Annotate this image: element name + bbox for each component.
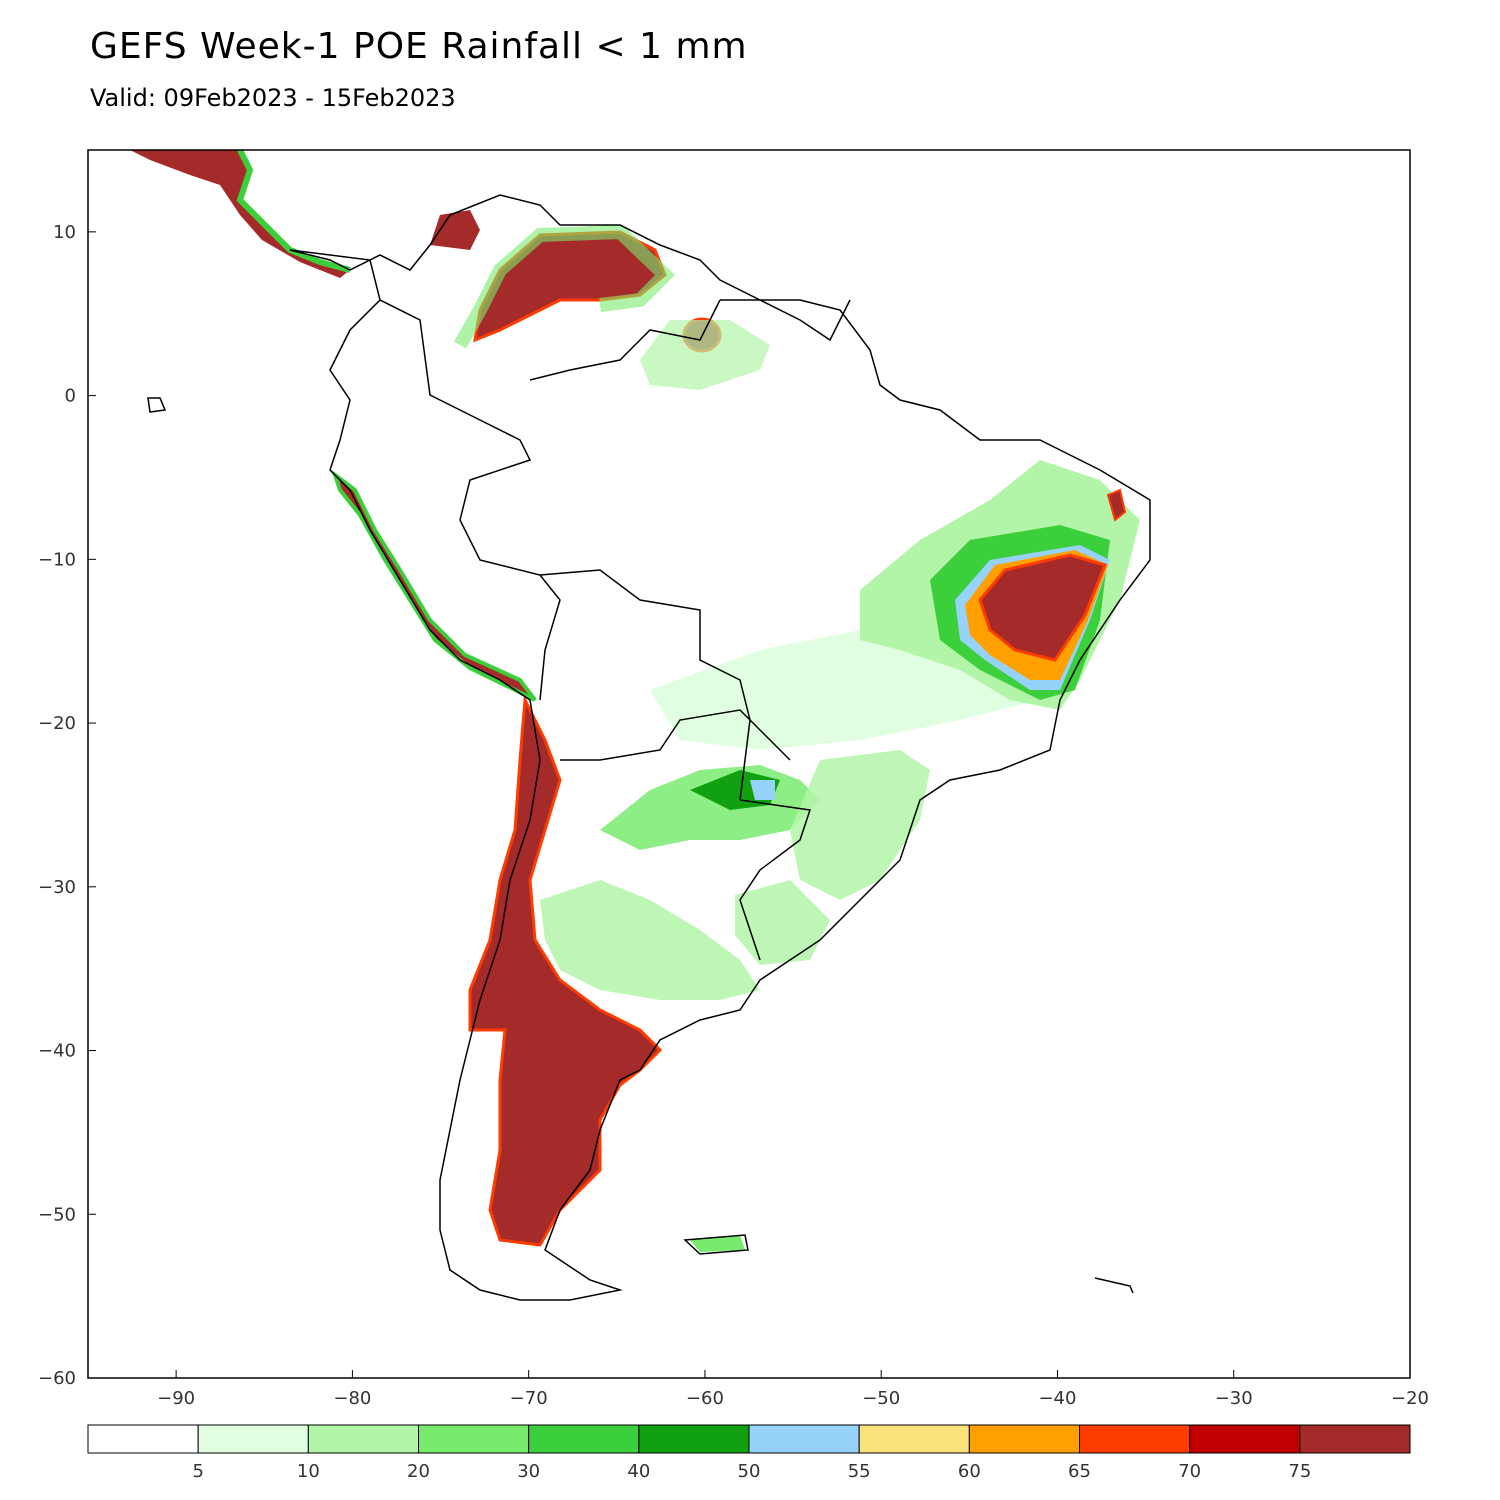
colorbar-swatch xyxy=(748,1424,860,1454)
colorbar-label: 20 xyxy=(407,1461,430,1482)
colorbar-swatch xyxy=(307,1424,420,1454)
lon-tick-label: −60 xyxy=(686,1388,724,1409)
colorbar-swatch xyxy=(418,1424,530,1454)
galapagos-outline xyxy=(147,397,167,413)
ne-brazil-high-core xyxy=(978,553,1108,662)
colorbar: 5 10 20 30 40 50 55 60 65 70 75 xyxy=(87,1424,1411,1482)
lat-tick-label: 0 xyxy=(65,386,76,407)
colorbar-swatch xyxy=(638,1424,750,1454)
colorbar-label: 70 xyxy=(1178,1461,1201,1482)
lon-tick-label: −90 xyxy=(157,1388,195,1409)
colorbar-swatch xyxy=(197,1424,309,1454)
paraguay-55-core xyxy=(750,780,775,800)
colorbar-swatch xyxy=(968,1424,1080,1454)
map-title: GEFS Week-1 POE Rainfall < 1 mm xyxy=(90,26,748,67)
lat-tick-label: −50 xyxy=(38,1204,76,1225)
probability-shading xyxy=(130,148,1140,1252)
longitude-axis: −90 −80 −70 −60 −50 −40 −30 −20 xyxy=(157,1370,1429,1409)
falklands-low-prob xyxy=(690,1235,745,1252)
lat-tick-label: 10 xyxy=(53,222,76,243)
colorbar-swatch xyxy=(1189,1424,1301,1454)
colorbar-label: 30 xyxy=(517,1461,540,1482)
map-area xyxy=(87,148,1411,1379)
lon-tick-label: −40 xyxy=(1038,1388,1076,1409)
colorbar-swatch xyxy=(528,1424,640,1454)
latitude-axis: 10 0 −10 −20 −30 −40 −50 −60 xyxy=(38,222,96,1389)
country-borders xyxy=(379,299,851,961)
colorbar-swatch xyxy=(1299,1424,1411,1454)
lat-tick-label: −30 xyxy=(38,877,76,898)
central-america-high-prob xyxy=(130,150,350,278)
llanos-halo xyxy=(453,224,676,349)
lon-tick-label: −80 xyxy=(333,1388,371,1409)
south-america-coastline xyxy=(289,194,1151,1301)
lon-tick-label: −30 xyxy=(1215,1388,1253,1409)
colorbar-label: 60 xyxy=(958,1461,981,1482)
falklands-outline xyxy=(683,1234,749,1255)
colorbar-label: 50 xyxy=(738,1461,761,1482)
lat-tick-label: −60 xyxy=(38,1368,76,1389)
coastlines xyxy=(147,194,1151,1301)
peru-coast-high-prob xyxy=(331,469,537,702)
south-georgia-outline xyxy=(1094,1277,1134,1294)
map-subtitle: Valid: 09Feb2023 - 15Feb2023 xyxy=(90,84,456,112)
uruguay-low-prob xyxy=(735,880,830,965)
colorbar-swatch xyxy=(1079,1424,1191,1454)
lat-tick-label: −40 xyxy=(38,1041,76,1062)
colorbar-label: 40 xyxy=(627,1461,650,1482)
lat-tick-label: −10 xyxy=(38,549,76,570)
south-brazil-low-prob xyxy=(790,750,930,900)
colorbar-swatch xyxy=(87,1424,199,1454)
colorbar-label: 10 xyxy=(297,1461,320,1482)
pampas-low-prob xyxy=(540,880,760,1000)
central-america-edge xyxy=(236,148,351,273)
guiana-halo xyxy=(640,320,770,390)
lon-tick-label: −70 xyxy=(510,1388,548,1409)
ne-brazil-tip-high xyxy=(1106,488,1127,522)
colorbar-swatch xyxy=(858,1424,970,1454)
colorbar-label: 65 xyxy=(1068,1461,1091,1482)
colorbar-label: 55 xyxy=(848,1461,871,1482)
chile-patagonia-high-prob xyxy=(468,694,663,1247)
lon-tick-label: −20 xyxy=(1391,1388,1429,1409)
colorbar-label: 5 xyxy=(192,1461,203,1482)
maracaibo-high-prob xyxy=(430,210,480,250)
lon-tick-label: −50 xyxy=(862,1388,900,1409)
map-frame xyxy=(87,149,1411,1379)
colorbar-label: 75 xyxy=(1288,1461,1311,1482)
lat-tick-label: −20 xyxy=(38,713,76,734)
